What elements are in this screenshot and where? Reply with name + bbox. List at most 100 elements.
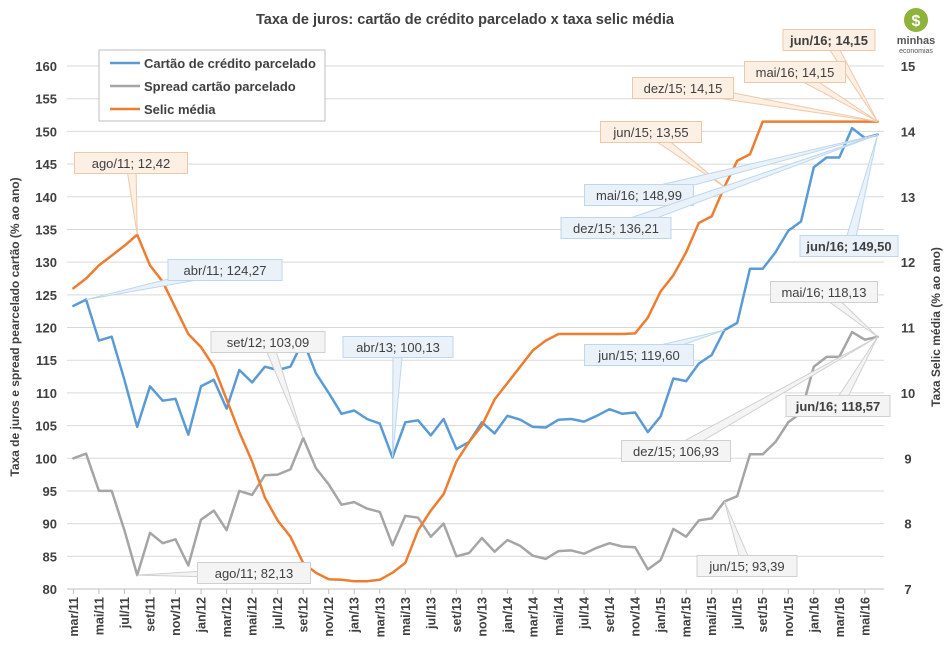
x-tick-label: mai/12 bbox=[246, 597, 260, 636]
y-tick-label: 90 bbox=[43, 517, 57, 532]
callout-label: jun/15; 13,55 bbox=[612, 125, 688, 140]
callout-label: dez/15; 106,93 bbox=[633, 444, 719, 459]
data-callout: abr/11; 124,27 bbox=[86, 259, 283, 301]
legend-label: Spread cartão parcelado bbox=[144, 79, 296, 94]
y-tick-label: 160 bbox=[35, 59, 57, 74]
callout-label: jun/16; 14,15 bbox=[789, 33, 868, 48]
y-tick-label: 120 bbox=[35, 321, 57, 336]
callout-label: jun/15; 93,39 bbox=[708, 559, 784, 574]
y-axis-label: Taxa de juros e spread pearcelado cartão… bbox=[8, 177, 22, 476]
y2-tick-label: 13 bbox=[901, 190, 915, 205]
callout-label: jun/15; 119,60 bbox=[597, 348, 679, 363]
callout-box bbox=[799, 235, 899, 257]
data-callout: abr/13; 100,13 bbox=[342, 336, 454, 458]
y2-tick-label: 9 bbox=[904, 451, 911, 466]
callout-label: jun/16; 118,57 bbox=[795, 399, 881, 414]
x-tick-label: mai/14 bbox=[552, 597, 566, 636]
data-callout: jun/15; 119,60 bbox=[584, 329, 725, 366]
y2-tick-label: 14 bbox=[901, 124, 916, 139]
data-callout: mai/16; 14,15 bbox=[744, 61, 878, 123]
y2-tick-label: 10 bbox=[901, 386, 915, 401]
x-tick-label: mar/16 bbox=[833, 597, 847, 637]
coin-icon bbox=[904, 8, 928, 32]
y-tick-label: 115 bbox=[36, 353, 57, 368]
callout-label: jun/16; 149,50 bbox=[805, 239, 891, 254]
x-tick-label: set/13 bbox=[450, 597, 464, 632]
y-tick-label: 80 bbox=[43, 582, 57, 597]
x-tick-label: nov/14 bbox=[629, 597, 643, 637]
logo-text-bottom: economias bbox=[899, 48, 933, 55]
x-tick-label: jan/12 bbox=[195, 597, 209, 633]
x-tick-label: jul/15 bbox=[731, 597, 745, 630]
y-tick-label: 145 bbox=[35, 157, 57, 172]
data-callout: jun/15; 13,55 bbox=[600, 121, 725, 188]
x-tick-label: mar/14 bbox=[526, 597, 540, 637]
series-lines bbox=[72, 120, 879, 583]
callout-box bbox=[584, 184, 694, 206]
callout-box bbox=[560, 217, 672, 239]
x-tick-label: jan/15 bbox=[654, 597, 668, 633]
y-tick-label: 95 bbox=[43, 484, 57, 499]
callout-label: mai/16; 118,13 bbox=[781, 285, 866, 300]
legend-label: Selic média bbox=[144, 102, 216, 117]
callout-box bbox=[167, 259, 283, 281]
x-tick-label: nov/13 bbox=[475, 597, 489, 637]
data-callout: jun/16; 118,57 bbox=[785, 336, 891, 417]
callout-box bbox=[696, 555, 798, 577]
y2-tick-label: 15 bbox=[901, 59, 915, 74]
callout-label: ago/11; 82,13 bbox=[215, 566, 294, 581]
x-tick-label: mar/15 bbox=[680, 597, 694, 637]
x-tick-label: set/12 bbox=[297, 597, 311, 632]
callout-box bbox=[210, 331, 326, 353]
callout-box bbox=[744, 61, 846, 83]
callout-label: abr/13; 100,13 bbox=[356, 340, 440, 355]
data-callout: dez/15; 106,93 bbox=[621, 336, 878, 462]
y2-tick-label: 7 bbox=[904, 582, 911, 597]
y-tick-label: 135 bbox=[35, 222, 57, 237]
x-tick-label: nov/15 bbox=[782, 597, 796, 637]
legend-label: Cartão de crédito parcelado bbox=[144, 56, 316, 71]
data-callout: jun/16; 149,50 bbox=[799, 134, 899, 257]
x-tick-label: set/15 bbox=[756, 597, 770, 632]
x-tick-label: mai/16 bbox=[858, 597, 872, 636]
callout-box bbox=[632, 77, 734, 99]
x-tick-label: mar/13 bbox=[373, 597, 387, 637]
axes: 80 85 90 95 100 105 110 115 120 125 130 135 140 145 15… bbox=[35, 59, 916, 637]
callout-label: mai/16; 14,15 bbox=[756, 65, 835, 80]
callout-box bbox=[584, 344, 694, 366]
y-tick-label: 105 bbox=[35, 419, 57, 434]
data-callout: jun/16; 14,15 bbox=[782, 29, 879, 122]
x-tick-label: mar/12 bbox=[220, 597, 234, 637]
x-tick-label: jan/13 bbox=[348, 597, 362, 633]
y-tick-label: 110 bbox=[36, 386, 57, 401]
y-tick-label: 130 bbox=[35, 255, 57, 270]
series-line bbox=[72, 120, 879, 583]
y-tick-label: 85 bbox=[43, 549, 57, 564]
x-tick-label: set/11 bbox=[143, 597, 157, 632]
data-callout: set/12; 103,09 bbox=[210, 331, 326, 439]
x-tick-label: set/14 bbox=[603, 597, 617, 632]
callout-box bbox=[197, 562, 311, 584]
series-line bbox=[72, 330, 879, 577]
y-tick-label: 100 bbox=[35, 451, 57, 466]
y-tick-label: 155 bbox=[35, 92, 57, 107]
y2-axis-label: Taxa Selic média (% ao ano) bbox=[929, 247, 943, 407]
y-tick-label: 150 bbox=[35, 124, 57, 139]
callout-label: dez/15; 14,15 bbox=[644, 81, 723, 96]
data-callout: ago/11; 82,13 bbox=[137, 562, 311, 584]
x-tick-label: jul/13 bbox=[424, 597, 438, 630]
callout-box bbox=[785, 395, 891, 417]
callout-label: set/12; 103,09 bbox=[227, 335, 309, 350]
callout-label: ago/11; 12,42 bbox=[92, 156, 171, 171]
x-tick-label: mar/11 bbox=[67, 597, 81, 637]
data-callout: jun/15; 93,39 bbox=[696, 501, 798, 577]
brand-logo: $ minhas economias bbox=[888, 6, 944, 56]
callout-label: abr/11; 124,27 bbox=[184, 263, 267, 278]
data-callout: dez/15; 14,15 bbox=[632, 77, 878, 123]
callout-pointer bbox=[843, 134, 879, 248]
data-callout: mai/16; 118,13 bbox=[770, 281, 878, 338]
y-tick-label: 125 bbox=[35, 288, 57, 303]
y2-tick-label: 11 bbox=[901, 321, 915, 336]
x-tick-label: nov/11 bbox=[169, 597, 183, 636]
